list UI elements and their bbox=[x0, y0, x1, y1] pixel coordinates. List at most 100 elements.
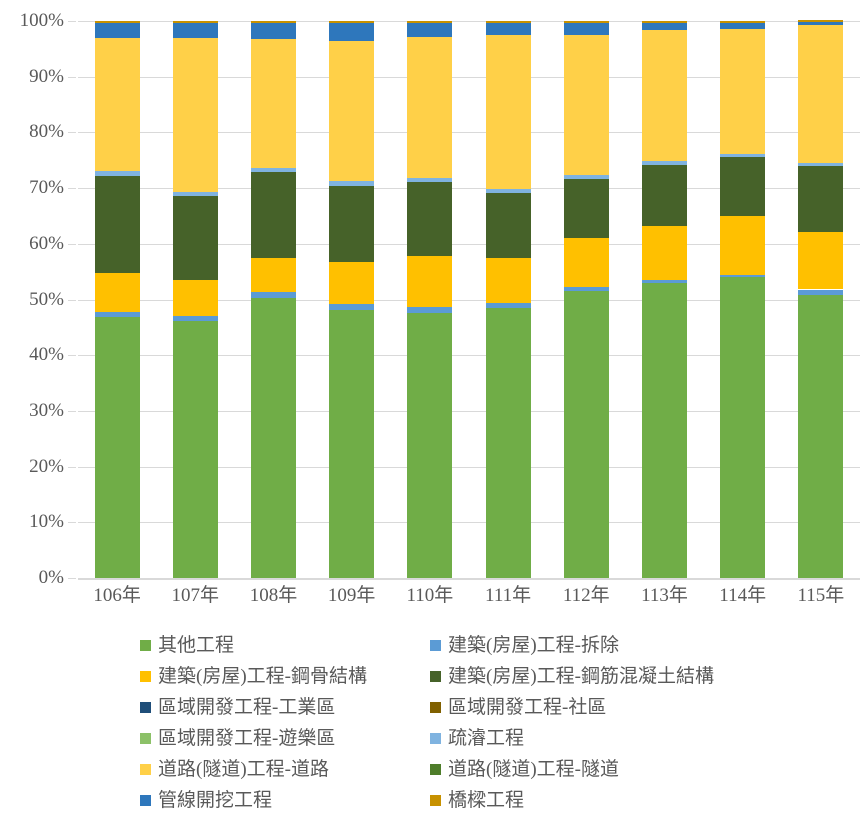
bar-segment[interactable] bbox=[172, 320, 218, 578]
bar-segment[interactable] bbox=[485, 308, 531, 578]
bar-segment[interactable] bbox=[798, 20, 844, 23]
bar-segment[interactable] bbox=[563, 21, 609, 23]
bar-segment[interactable] bbox=[563, 179, 609, 238]
bar-segment[interactable] bbox=[798, 163, 844, 166]
stacked-bar[interactable] bbox=[485, 21, 531, 578]
bar-segment[interactable] bbox=[172, 192, 218, 197]
bar-segment[interactable] bbox=[172, 196, 218, 281]
bar-segment[interactable] bbox=[407, 37, 453, 178]
legend-item[interactable]: 建築(房屋)工程-鋼筋混凝土結構 bbox=[430, 661, 810, 692]
bar-segment[interactable] bbox=[798, 289, 844, 295]
bar-segment[interactable] bbox=[642, 160, 687, 165]
bar-segment[interactable] bbox=[798, 232, 844, 290]
bar-segment[interactable] bbox=[329, 22, 375, 41]
legend-item[interactable]: 疏濬工程 bbox=[430, 723, 810, 754]
bar-segment[interactable] bbox=[642, 21, 687, 23]
bar-segment[interactable] bbox=[720, 277, 766, 578]
bar-segment[interactable] bbox=[563, 35, 609, 175]
bar-segment[interactable] bbox=[94, 317, 140, 578]
stacked-bar[interactable] bbox=[407, 21, 453, 578]
legend-item[interactable]: 道路(隧道)工程-隧道 bbox=[430, 754, 810, 785]
bar-segment[interactable] bbox=[172, 22, 218, 39]
bar-segment[interactable] bbox=[798, 294, 844, 578]
stacked-bar[interactable] bbox=[172, 21, 218, 578]
bar-segment[interactable] bbox=[407, 21, 453, 23]
bar-segment[interactable] bbox=[329, 262, 375, 304]
stacked-bar[interactable] bbox=[329, 21, 375, 578]
bar-segment[interactable] bbox=[720, 21, 766, 23]
legend-item[interactable]: 區域開發工程-遊樂區 bbox=[140, 723, 520, 754]
bar-segment[interactable] bbox=[94, 21, 140, 23]
bar-segment[interactable] bbox=[251, 291, 296, 298]
bar-segment[interactable] bbox=[251, 297, 296, 578]
bar-segment[interactable] bbox=[251, 21, 296, 23]
bar-segment[interactable] bbox=[798, 22, 844, 26]
bar-segment[interactable] bbox=[329, 21, 375, 23]
bar-segment[interactable] bbox=[94, 22, 140, 39]
bar-segment[interactable] bbox=[251, 171, 296, 258]
bar-segment[interactable] bbox=[172, 38, 218, 192]
bar-segment[interactable] bbox=[642, 280, 687, 284]
bar-segment[interactable] bbox=[485, 189, 531, 194]
stacked-bar[interactable] bbox=[94, 21, 140, 578]
bar-segment[interactable] bbox=[720, 275, 766, 278]
bar-segment[interactable] bbox=[94, 170, 140, 176]
bar-segment[interactable] bbox=[407, 256, 453, 307]
bar-segment[interactable] bbox=[642, 226, 687, 281]
bar-segment[interactable] bbox=[407, 177, 453, 182]
bar-segment[interactable] bbox=[94, 273, 140, 313]
bar-segment[interactable] bbox=[407, 306, 453, 313]
bar-segment[interactable] bbox=[798, 25, 844, 164]
bar-segment[interactable] bbox=[251, 38, 296, 169]
bar-segment[interactable] bbox=[251, 257, 296, 292]
bar-segment[interactable] bbox=[720, 215, 766, 275]
stacked-bar[interactable] bbox=[251, 21, 296, 578]
stacked-bar[interactable] bbox=[563, 21, 609, 578]
bar-segment[interactable] bbox=[407, 22, 453, 38]
bar-segment[interactable] bbox=[485, 34, 531, 190]
bar-segment[interactable] bbox=[485, 21, 531, 23]
stacked-bar[interactable] bbox=[798, 20, 844, 578]
bar-segment[interactable] bbox=[329, 186, 375, 263]
bar-segment[interactable] bbox=[563, 286, 609, 292]
bar-segment[interactable] bbox=[563, 237, 609, 287]
bar-segment[interactable] bbox=[563, 22, 609, 36]
bar-segment[interactable] bbox=[485, 193, 531, 259]
bar-segment[interactable] bbox=[720, 157, 766, 216]
stacked-bar[interactable] bbox=[720, 21, 766, 578]
bar-segment[interactable] bbox=[798, 165, 844, 233]
bar-segment[interactable] bbox=[251, 22, 296, 39]
bar-segment[interactable] bbox=[94, 175, 140, 274]
bar-segment[interactable] bbox=[485, 302, 531, 309]
bar-segment[interactable] bbox=[642, 22, 687, 30]
legend-item[interactable]: 管線開挖工程 bbox=[140, 785, 520, 816]
bar-segment[interactable] bbox=[329, 303, 375, 310]
legend-item[interactable]: 其他工程 bbox=[140, 630, 520, 661]
bar-segment[interactable] bbox=[172, 316, 218, 321]
legend-item[interactable]: 區域開發工程-工業區 bbox=[140, 692, 520, 723]
legend-item[interactable]: 道路(隧道)工程-道路 bbox=[140, 754, 520, 785]
bar-segment[interactable] bbox=[563, 174, 609, 180]
bar-segment[interactable] bbox=[329, 309, 375, 578]
bar-segment[interactable] bbox=[720, 154, 766, 158]
bar-segment[interactable] bbox=[720, 22, 766, 29]
stacked-bar[interactable] bbox=[642, 21, 687, 578]
bar-segment[interactable] bbox=[563, 291, 609, 578]
bar-segment[interactable] bbox=[329, 181, 375, 187]
legend-item[interactable]: 橋樑工程 bbox=[430, 785, 810, 816]
bar-segment[interactable] bbox=[642, 283, 687, 578]
bar-segment[interactable] bbox=[485, 258, 531, 303]
legend-item[interactable]: 區域開發工程-社區 bbox=[430, 692, 810, 723]
bar-segment[interactable] bbox=[94, 312, 140, 318]
bar-segment[interactable] bbox=[642, 29, 687, 161]
bar-segment[interactable] bbox=[407, 181, 453, 257]
bar-segment[interactable] bbox=[251, 168, 296, 172]
bar-segment[interactable] bbox=[172, 21, 218, 23]
bar-segment[interactable] bbox=[172, 280, 218, 317]
legend-item[interactable]: 建築(房屋)工程-鋼骨結構 bbox=[140, 661, 520, 692]
bar-segment[interactable] bbox=[642, 164, 687, 226]
bar-segment[interactable] bbox=[94, 38, 140, 171]
bar-segment[interactable] bbox=[329, 40, 375, 182]
bar-segment[interactable] bbox=[720, 28, 766, 155]
bar-segment[interactable] bbox=[407, 312, 453, 578]
